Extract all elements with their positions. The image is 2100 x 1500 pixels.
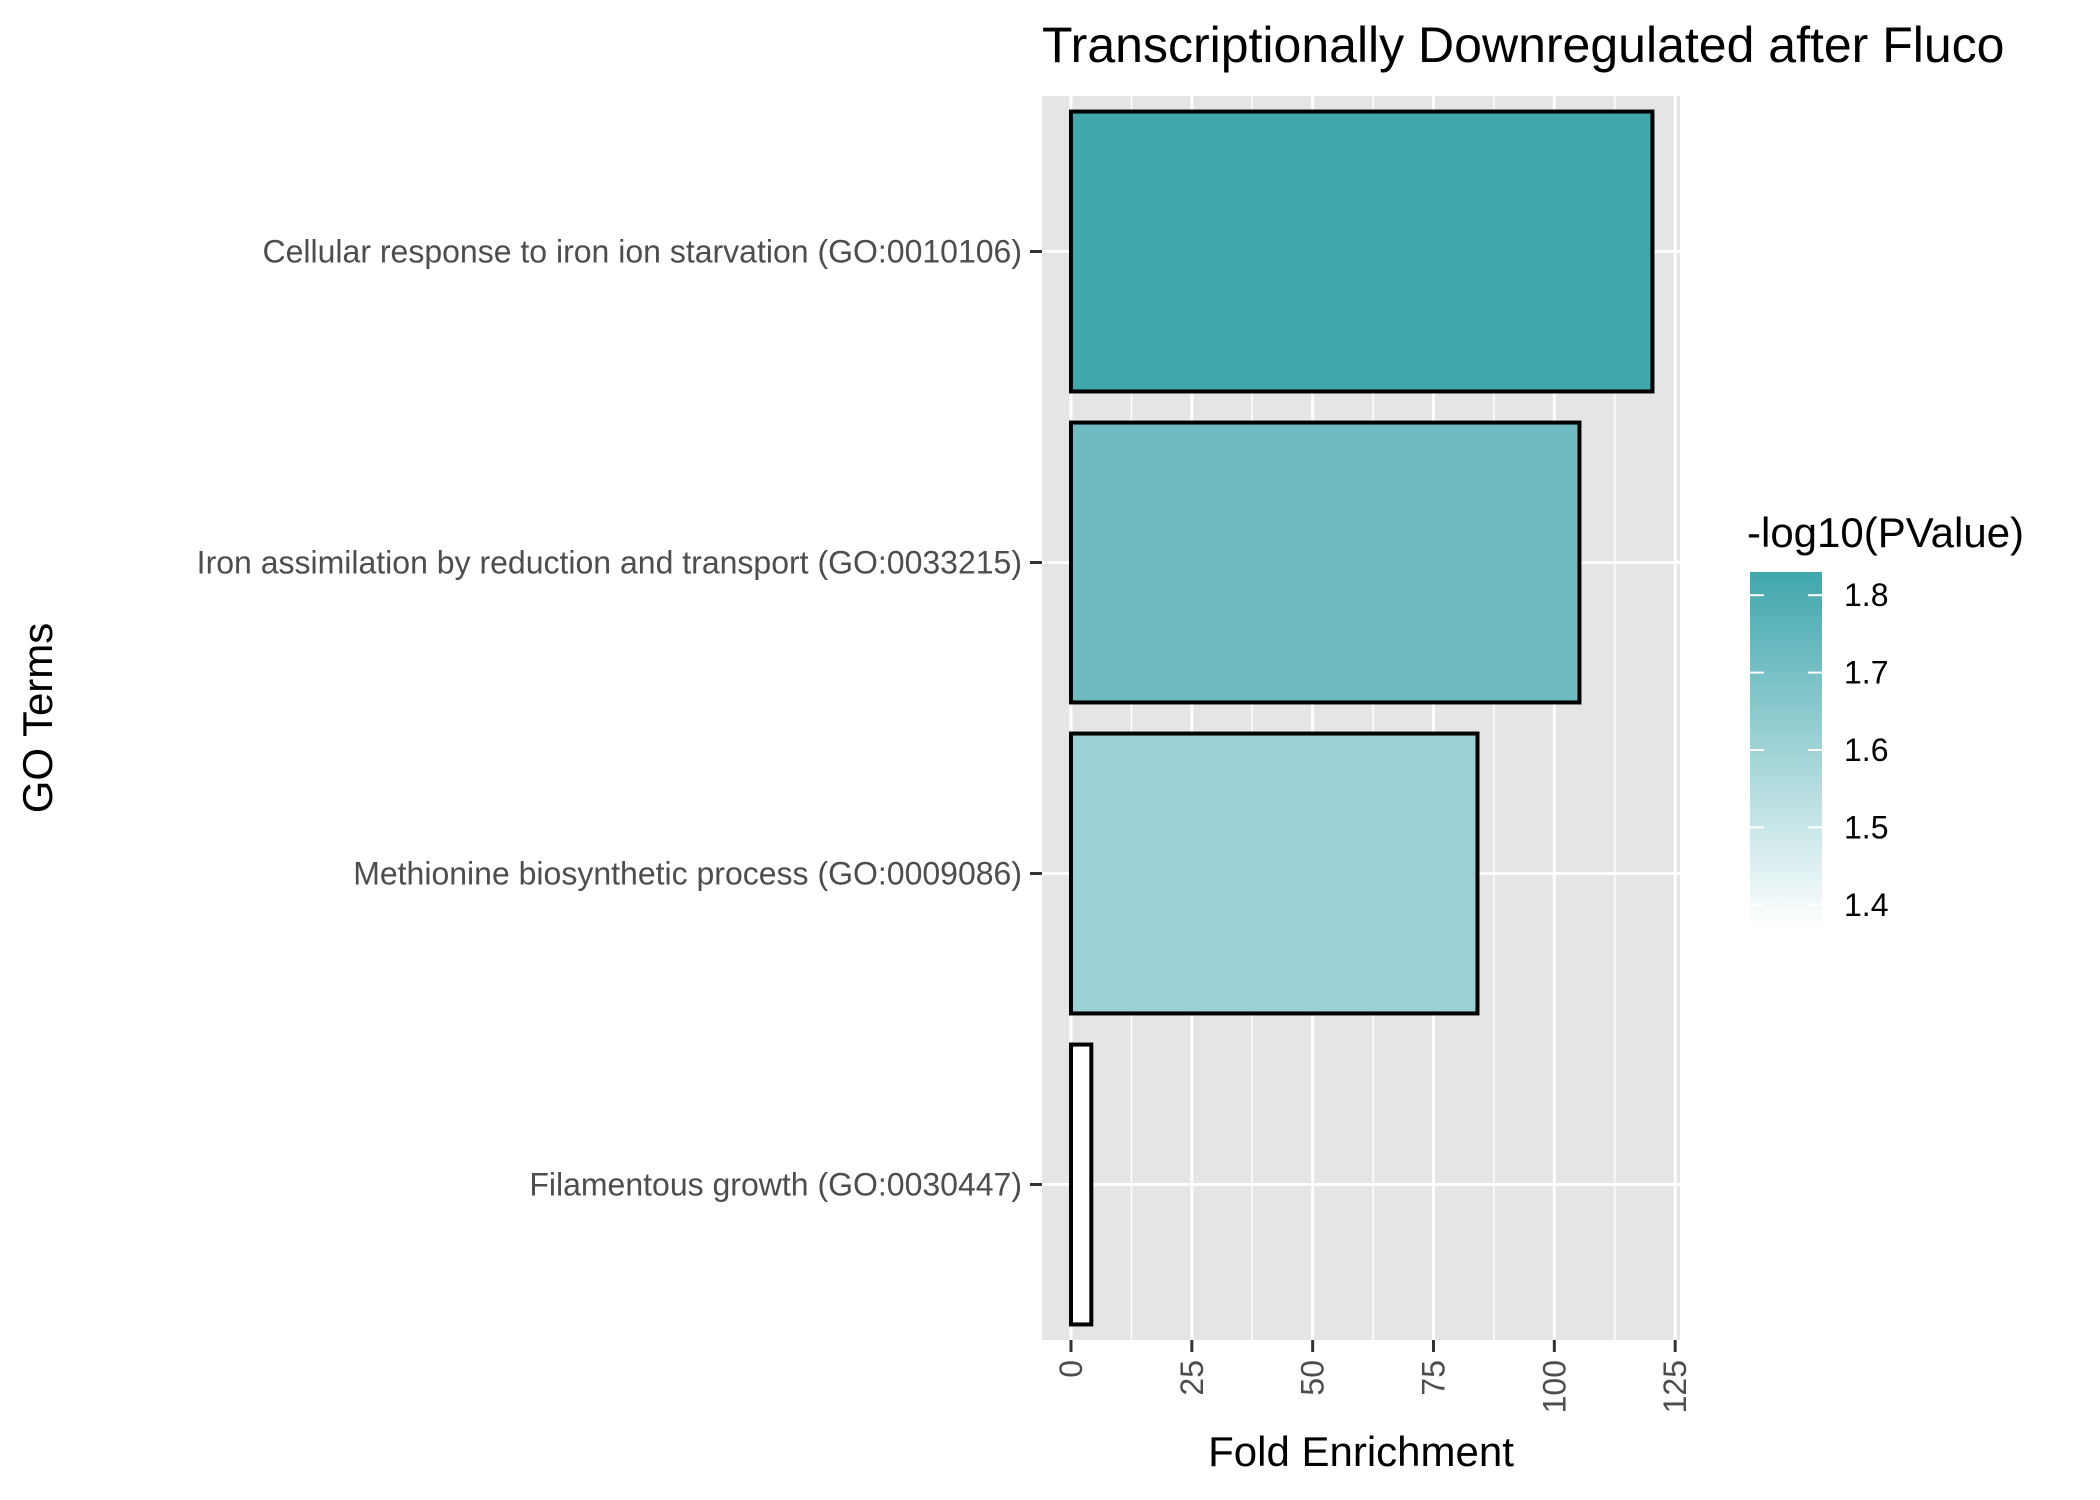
y-tick-label: Iron assimilation by reduction and trans… [197, 545, 1022, 581]
bars [1069, 109, 1655, 1327]
legend-tick-label: 1.6 [1844, 732, 1888, 768]
y-tick-label: Cellular response to iron ion starvation… [262, 234, 1022, 270]
y-tick-label: Filamentous growth (GO:0030447) [529, 1167, 1022, 1203]
x-tick-label: 25 [1174, 1360, 1210, 1396]
x-tick-label: 100 [1536, 1360, 1572, 1413]
x-axis: 0 25 50 75 100 125 [1053, 1340, 1693, 1413]
bar [1069, 109, 1655, 394]
chart-title: Transcriptionally Downregulated after Fl… [1042, 17, 2004, 73]
x-axis-title: Fold Enrichment [1208, 1428, 1514, 1475]
x-tick-label: 0 [1053, 1360, 1089, 1378]
bar [1069, 420, 1582, 705]
legend-ticks: 1.4 1.5 1.6 1.7 1.8 [1750, 577, 1888, 923]
legend-title: -log10(PValue) [1747, 509, 2024, 556]
y-axis-title: GO Terms [14, 623, 61, 814]
x-tick-label: 50 [1295, 1360, 1331, 1396]
y-axis: Cellular response to iron ion starvation… [197, 234, 1042, 1203]
legend: -log10(PValue) 1.4 1.5 1.6 1.7 1.8 [1747, 509, 2024, 928]
y-tick-label: Methionine biosynthetic process (GO:0009… [353, 856, 1022, 892]
legend-tick-label: 1.4 [1844, 887, 1888, 923]
x-tick-label: 125 [1657, 1360, 1693, 1413]
legend-tick-label: 1.5 [1844, 809, 1888, 845]
legend-tick-label: 1.8 [1844, 577, 1888, 613]
bar [1069, 1042, 1094, 1327]
x-tick-label: 75 [1416, 1360, 1452, 1396]
bar [1069, 731, 1480, 1016]
legend-tick-label: 1.7 [1844, 655, 1888, 691]
